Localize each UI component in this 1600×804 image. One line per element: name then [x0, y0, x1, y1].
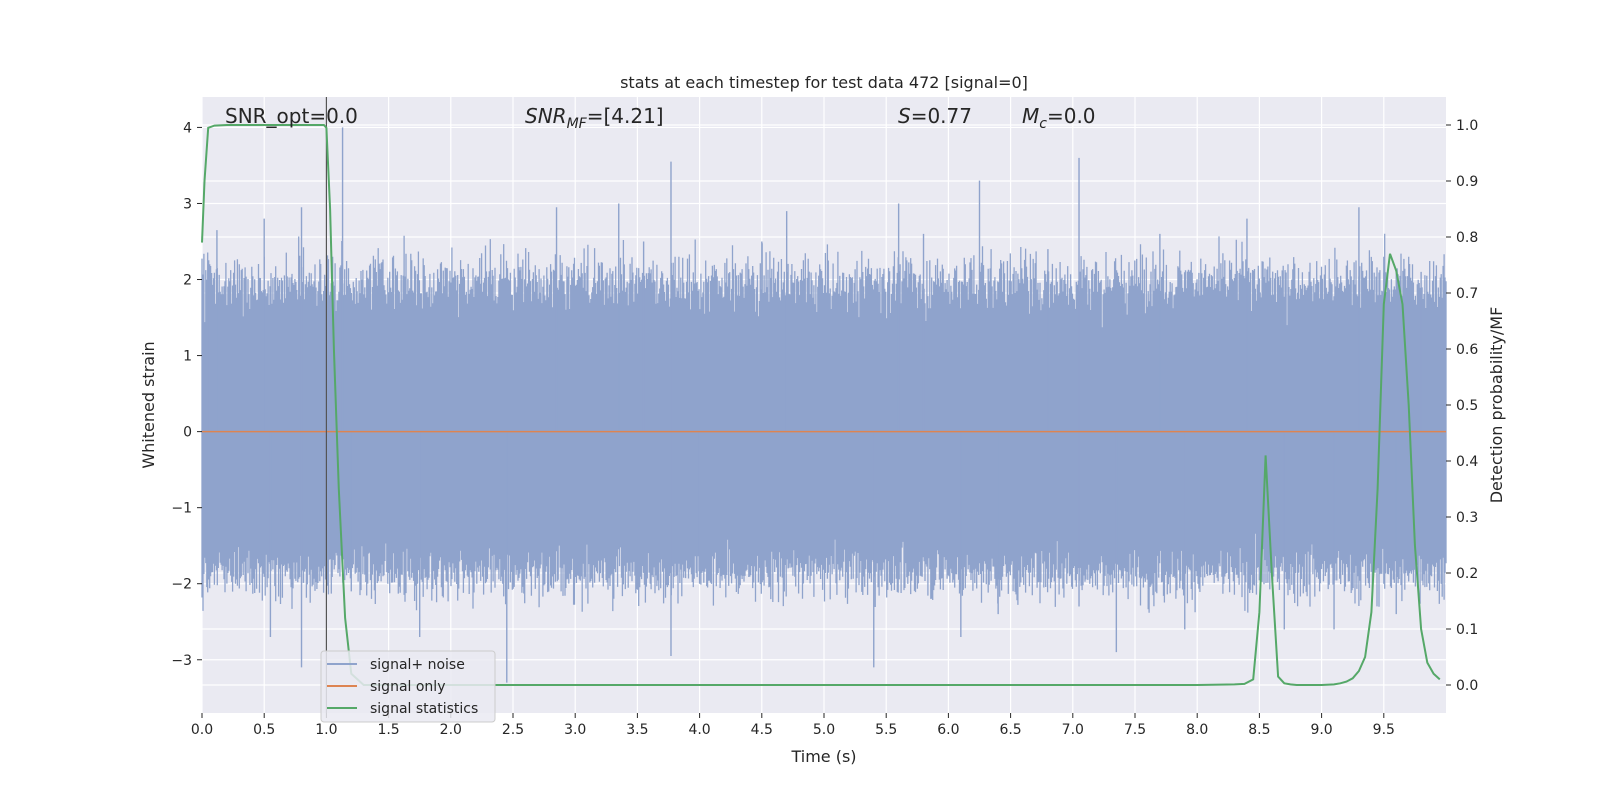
legend-label-signal-noise: signal+ noise — [370, 657, 465, 673]
y-tick-label: 1 — [183, 349, 192, 365]
x-tick-label: 5.5 — [875, 722, 897, 738]
x-tick-label: 6.5 — [999, 722, 1021, 738]
y2-tick-label: 0.0 — [1456, 678, 1478, 694]
series-signal-statistics — [201, 124, 1441, 686]
x-tick-label: 0.0 — [191, 722, 213, 738]
y2-axis-ticks: 0.0 0.1 0.2 0.3 0.4 0.5 0.6 0.7 0.8 0.9 1.0 — [1446, 118, 1478, 694]
legend: signal+ noise signal only signal statist… — [320, 650, 496, 723]
y2-axis-label: Detection probability/MF — [1487, 307, 1506, 504]
x-tick-label: 7.5 — [1124, 722, 1146, 738]
y2-tick-label: 0.3 — [1456, 510, 1478, 526]
x-tick-label: 4.5 — [751, 722, 773, 738]
x-tick-label: 8.0 — [1186, 722, 1208, 738]
y-tick-label: 3 — [183, 196, 192, 212]
series-signal-noise — [201, 127, 1447, 683]
y2-tick-label: 0.6 — [1456, 342, 1478, 358]
y2-tick-label: 0.5 — [1456, 398, 1478, 414]
y2-tick-label: 0.1 — [1456, 622, 1478, 638]
x-tick-label: 9.0 — [1310, 722, 1332, 738]
y2-tick-label: 0.4 — [1456, 454, 1478, 470]
y-axis-ticks: −3 −2 −1 0 1 2 3 4 — [171, 120, 202, 669]
x-tick-label: 1.0 — [315, 722, 337, 738]
x-tick-label: 5.0 — [813, 722, 835, 738]
legend-label-signal-statistics: signal statistics — [370, 701, 478, 717]
y2-tick-label: 1.0 — [1456, 118, 1478, 134]
annotation-mc: Mc=0.0 — [1022, 104, 1096, 132]
x-tick-label: 2.0 — [440, 722, 462, 738]
y2-tick-label: 0.2 — [1456, 566, 1478, 582]
x-tick-label: 4.0 — [688, 722, 710, 738]
legend-box — [320, 650, 496, 723]
x-tick-label: 0.5 — [253, 722, 275, 738]
x-axis-ticks: 0.0 0.5 1.0 1.5 2.0 2.5 3.0 3.5 4.0 4.5 5.0 5.5 6.0 6… — [191, 713, 1395, 738]
y-tick-label: −2 — [171, 577, 192, 593]
annotation-s: S=0.77 — [898, 104, 972, 128]
x-axis-label: Time (s) — [790, 747, 856, 766]
y2-tick-label: 0.9 — [1456, 174, 1478, 190]
x-tick-label: 1.5 — [377, 722, 399, 738]
x-tick-label: 7.0 — [1062, 722, 1084, 738]
legend-label-signal-only: signal only — [370, 679, 445, 695]
y-tick-label: 4 — [183, 120, 192, 136]
x-tick-label: 3.5 — [626, 722, 648, 738]
x-tick-label: 6.0 — [937, 722, 959, 738]
annotation-snr-mf: SNRMF=[4.21] — [525, 104, 664, 132]
y-tick-label: 2 — [183, 273, 192, 289]
x-tick-label: 9.5 — [1373, 722, 1395, 738]
lines-layer — [201, 97, 1446, 713]
annotations: SNR_opt=0.0 SNRMF=[4.21] S=0.77 Mc=0.0 — [225, 104, 1096, 132]
y2-tick-label: 0.7 — [1456, 286, 1478, 302]
x-tick-label: 8.5 — [1248, 722, 1270, 738]
chart-title: stats at each timestep for test data 472… — [620, 73, 1028, 92]
noise-body — [201, 233, 1447, 613]
annotation-snr-opt: SNR_opt=0.0 — [225, 104, 358, 128]
y-axis-label: Whitened strain — [139, 341, 158, 468]
y2-tick-label: 0.8 — [1456, 230, 1478, 246]
x-tick-label: 2.5 — [502, 722, 524, 738]
y-tick-label: 0 — [183, 425, 192, 441]
y-tick-label: −3 — [171, 653, 192, 669]
x-tick-label: 3.0 — [564, 722, 586, 738]
y-tick-label: −1 — [171, 501, 192, 517]
